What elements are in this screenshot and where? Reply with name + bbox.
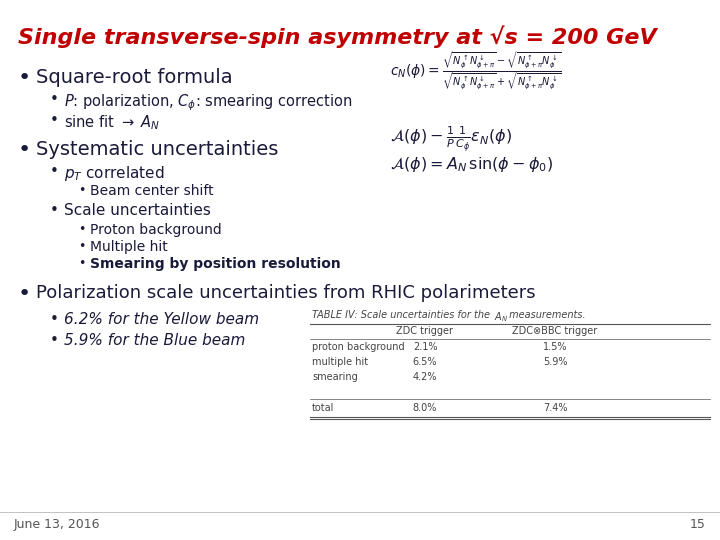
Text: •: • [18,284,31,304]
Text: 6.2% for the Yellow beam: 6.2% for the Yellow beam [64,312,259,327]
Text: •: • [78,240,86,253]
Text: •: • [18,68,31,88]
Text: measurements.: measurements. [506,310,585,320]
Text: smearing: smearing [312,372,358,382]
Text: •: • [50,164,59,179]
Text: •: • [78,223,86,236]
Text: •: • [50,312,59,327]
Text: June 13, 2016: June 13, 2016 [14,518,101,531]
Text: 15: 15 [690,518,706,531]
Text: 5.9% for the Blue beam: 5.9% for the Blue beam [64,333,246,348]
Text: 5.9%: 5.9% [543,357,567,367]
Text: Beam center shift: Beam center shift [90,184,214,198]
Text: •: • [78,184,86,197]
Text: 8.0%: 8.0% [413,403,437,413]
Text: $\mathcal{A}(\phi) = A_N\,\sin(\phi - \phi_0)$: $\mathcal{A}(\phi) = A_N\,\sin(\phi - \p… [390,155,553,174]
Text: total: total [312,403,334,413]
Text: •: • [50,203,59,218]
Text: Smearing by position resolution: Smearing by position resolution [90,257,341,271]
Text: •: • [50,333,59,348]
Text: 2.1%: 2.1% [413,342,437,352]
Text: Scale uncertainties: Scale uncertainties [64,203,211,218]
Text: 4.2%: 4.2% [413,372,437,382]
Text: sine fit $\rightarrow$ $\it{A_N}$: sine fit $\rightarrow$ $\it{A_N}$ [64,113,160,132]
Text: Polarization scale uncertainties from RHIC polarimeters: Polarization scale uncertainties from RH… [36,284,536,302]
Text: 1.5%: 1.5% [543,342,567,352]
Text: •: • [50,92,59,107]
Text: •: • [18,140,31,160]
Text: Systematic uncertainties: Systematic uncertainties [36,140,279,159]
Text: $\it{P}$: polarization, $\it{C}_\phi$: smearing correction: $\it{P}$: polarization, $\it{C}_\phi$: s… [64,92,353,113]
Text: •: • [78,257,86,270]
Text: Square-root formula: Square-root formula [36,68,233,87]
Text: TABLE IV: Scale uncertainties for the: TABLE IV: Scale uncertainties for the [312,310,493,320]
Text: $\mathcal{A}(\phi) - \frac{1}{P}\frac{1}{C_\phi}\epsilon_N(\phi)$: $\mathcal{A}(\phi) - \frac{1}{P}\frac{1}… [390,125,512,155]
Text: 6.5%: 6.5% [413,357,437,367]
Text: Single transverse-spin asymmetry at √s = 200 GeV: Single transverse-spin asymmetry at √s =… [18,25,657,48]
Text: $A_N$: $A_N$ [494,310,508,324]
Text: 7.4%: 7.4% [543,403,567,413]
Text: Multiple hit: Multiple hit [90,240,168,254]
Text: Proton background: Proton background [90,223,222,237]
Text: multiple hit: multiple hit [312,357,368,367]
Text: ZDC trigger: ZDC trigger [397,326,454,336]
Text: proton background: proton background [312,342,405,352]
Text: $\it{p_T}$ correlated: $\it{p_T}$ correlated [64,164,164,183]
Text: ZDC⊗BBC trigger: ZDC⊗BBC trigger [513,326,598,336]
Text: •: • [50,113,59,128]
Text: $c_N(\phi) = \frac{\sqrt{N_\phi^\uparrow N_{\phi+\pi}^\downarrow} - \sqrt{N_{\ph: $c_N(\phi) = \frac{\sqrt{N_\phi^\uparrow… [390,50,562,92]
